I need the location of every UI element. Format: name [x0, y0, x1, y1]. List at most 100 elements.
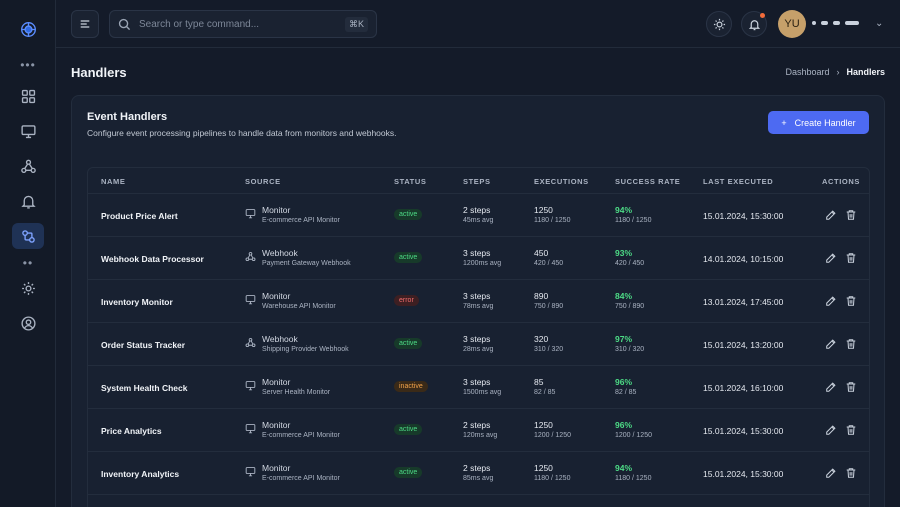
source-type: Webhook — [262, 334, 298, 344]
row-actions — [825, 294, 857, 312]
executions-detail: 1180 / 1250 — [534, 217, 571, 224]
sun-icon — [713, 18, 725, 30]
create-handler-button[interactable]: + Create Handler — [768, 111, 869, 134]
executions-total: 450 — [534, 248, 549, 258]
steps-avg: 45ms avg — [463, 217, 494, 224]
monitor-icon[interactable] — [12, 118, 44, 144]
header-executions[interactable]: EXECUTIONS — [534, 177, 589, 186]
success-rate-cell: 94% 1180 / 1250 — [615, 205, 651, 224]
source-name: Server Health Monitor — [262, 389, 331, 396]
handler-name[interactable]: Inventory Analytics — [101, 469, 180, 479]
trash-icon[interactable] — [845, 423, 857, 441]
trash-icon[interactable] — [845, 466, 857, 484]
table-row[interactable]: Inventory Analytics Monitor E-commerce API… — [88, 452, 869, 495]
trash-icon[interactable] — [845, 208, 857, 226]
webhook-icon[interactable] — [12, 153, 44, 179]
source-cell: Monitor E-commerce API Monitor — [245, 420, 340, 439]
handlers-icon[interactable] — [12, 223, 44, 249]
steps-avg: 120ms avg — [463, 432, 498, 439]
executions-detail: 420 / 450 — [534, 260, 564, 267]
success-detail: 1180 / 1250 — [615, 217, 652, 224]
table-row[interactable]: System Health Check Monitor Server Health … — [88, 366, 869, 409]
executions-total: 1250 — [534, 463, 553, 473]
theme-toggle-button[interactable] — [706, 11, 732, 37]
bell-icon — [748, 19, 760, 30]
webhook-icon — [245, 334, 256, 353]
edit-icon[interactable] — [825, 294, 837, 312]
notifications-button[interactable] — [741, 11, 767, 37]
handlers-table: NAME SOURCE STATUS STEPS EXECUTIONS SUCC… — [87, 167, 870, 507]
user-avatar[interactable]: YU — [778, 10, 806, 38]
steps-cell: 2 steps 120ms avg — [463, 420, 497, 439]
user-name-redacted[interactable] — [812, 21, 859, 25]
search-input[interactable] — [139, 18, 329, 30]
table-row[interactable]: Order Status Tracker Webhook Shipping Prov… — [88, 323, 869, 366]
header-source[interactable]: SOURCE — [245, 177, 281, 186]
handler-name[interactable]: Order Status Tracker — [101, 340, 186, 350]
executions-detail: 82 / 85 — [534, 389, 556, 396]
success-rate: 96% — [615, 377, 633, 387]
handler-name[interactable]: Inventory Monitor — [101, 297, 173, 307]
edit-icon[interactable] — [825, 208, 837, 226]
bell-icon[interactable] — [12, 188, 44, 214]
header-success-rate[interactable]: SUCCESS RATE — [615, 177, 681, 186]
table-row[interactable]: Webhook Data Processor Webhook Payment Gat… — [88, 237, 869, 280]
last-executed: 13.01.2024, 17:45:00 — [703, 297, 784, 307]
chevron-down-icon[interactable]: ⌄ — [875, 18, 884, 29]
header-name[interactable]: NAME — [101, 177, 126, 186]
steps-cell: 3 steps 1500ms avg — [463, 377, 501, 396]
success-detail: 420 / 450 — [615, 260, 645, 267]
monitor-icon — [245, 420, 256, 439]
executions-cell: 450 420 / 450 — [534, 248, 563, 267]
edit-icon[interactable] — [825, 251, 837, 269]
handler-name[interactable]: Webhook Data Processor — [101, 254, 204, 264]
handler-name[interactable]: Product Price Alert — [101, 211, 178, 221]
monitor-icon — [245, 377, 256, 396]
header-status[interactable]: STATUS — [394, 177, 427, 186]
steps-count: 2 steps — [463, 420, 491, 430]
divider-dots-icon: •• — [22, 256, 34, 270]
trash-icon[interactable] — [845, 294, 857, 312]
status-badge: active — [394, 252, 423, 263]
source-type: Monitor — [262, 205, 291, 215]
source-type: Monitor — [262, 291, 291, 301]
executions-detail: 750 / 890 — [534, 303, 564, 310]
steps-count: 3 steps — [463, 291, 491, 301]
more-icon[interactable]: ••• — [20, 58, 36, 72]
edit-icon[interactable] — [825, 466, 837, 484]
table-row[interactable]: Product Price Alert Monitor E-commerce API… — [88, 194, 869, 237]
source-cell: Monitor Warehouse API Monitor — [245, 291, 336, 310]
executions-cell: 1250 1200 / 1250 — [534, 420, 571, 439]
handler-name[interactable]: Price Analytics — [101, 426, 162, 436]
trash-icon[interactable] — [845, 251, 857, 269]
status-badge: active — [394, 338, 423, 349]
row-actions — [825, 466, 857, 484]
edit-icon[interactable] — [825, 337, 837, 355]
profile-icon[interactable] — [12, 310, 44, 336]
dashboard-icon[interactable] — [12, 83, 44, 109]
settings-icon[interactable] — [12, 275, 44, 301]
success-rate-cell: 97% 310 / 320 — [615, 334, 644, 353]
menu-toggle-button[interactable] — [71, 10, 99, 38]
success-detail: 310 / 320 — [615, 346, 645, 353]
logo-icon[interactable] — [12, 16, 44, 42]
breadcrumb-dashboard-link[interactable]: Dashboard — [785, 67, 830, 77]
trash-icon[interactable] — [845, 337, 857, 355]
header-steps[interactable]: STEPS — [463, 177, 491, 186]
executions-cell: 1250 1180 / 1250 — [534, 205, 570, 224]
handler-name[interactable]: System Health Check — [101, 383, 188, 393]
edit-icon[interactable] — [825, 423, 837, 441]
trash-icon[interactable] — [845, 380, 857, 398]
steps-avg: 85ms avg — [463, 475, 494, 482]
executions-total: 85 — [534, 377, 544, 387]
steps-cell: 3 steps 78ms avg — [463, 291, 493, 310]
table-row[interactable]: Inventory Monitor Monitor Warehouse API Mo… — [88, 280, 869, 323]
executions-cell: 320 310 / 320 — [534, 334, 563, 353]
source-name: E-commerce API Monitor — [262, 217, 340, 224]
source-name: Shipping Provider Webhook — [262, 346, 349, 353]
edit-icon[interactable] — [825, 380, 837, 398]
monitor-icon — [245, 463, 256, 482]
table-row[interactable]: Price Analytics Monitor E-commerce API Mon… — [88, 409, 869, 452]
search-bar[interactable]: ⌘K — [109, 10, 377, 38]
header-last-executed[interactable]: LAST EXECUTED — [703, 177, 774, 186]
